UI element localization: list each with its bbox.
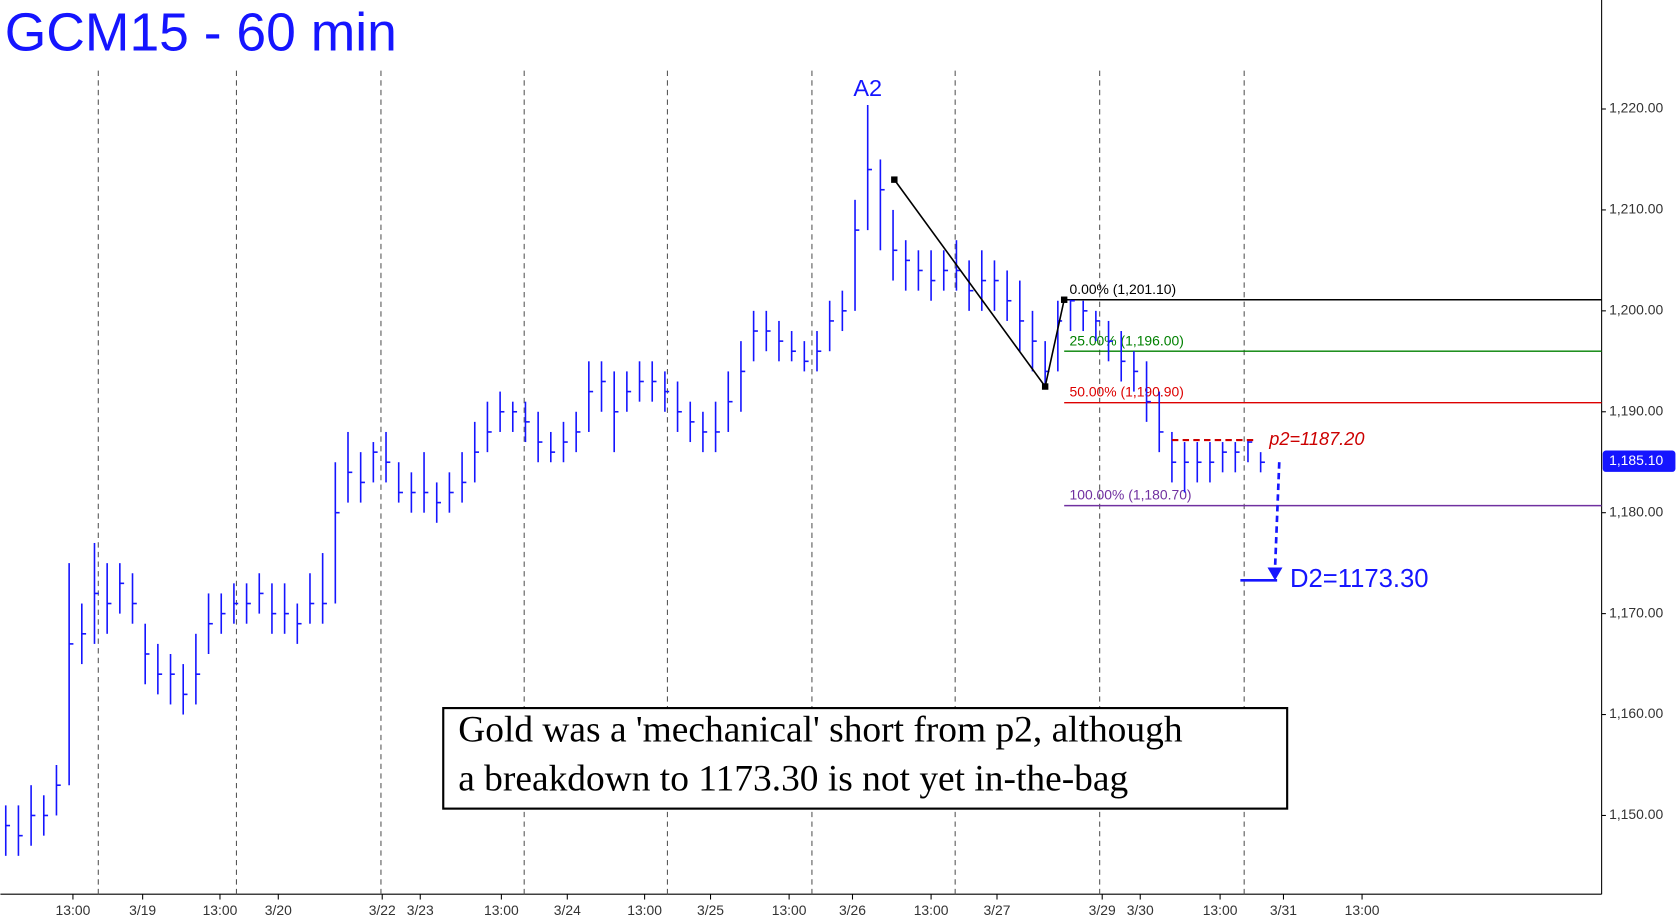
fib-label: 25.00% (1,196.00) xyxy=(1070,332,1184,348)
x-tick-label: 13:00 xyxy=(1345,902,1380,918)
annotation-line: Gold was a 'mechanical' short from p2, a… xyxy=(458,709,1183,750)
y-tick-label: 1,170.00 xyxy=(1609,604,1663,620)
y-tick-label: 1,190.00 xyxy=(1609,402,1663,418)
x-tick-label: 3/22 xyxy=(369,902,396,918)
x-tick-label: 13:00 xyxy=(203,902,238,918)
x-tick-label: 3/19 xyxy=(129,902,156,918)
x-tick-label: 3/29 xyxy=(1089,902,1116,918)
peak-label: A2 xyxy=(853,75,882,101)
x-tick-label: 3/20 xyxy=(265,902,292,918)
y-tick-label: 1,200.00 xyxy=(1609,302,1663,318)
x-tick-label: 3/31 xyxy=(1270,902,1297,918)
x-tick-label: 13:00 xyxy=(56,902,91,918)
last-price-box xyxy=(1602,450,1676,472)
y-tick-label: 1,150.00 xyxy=(1609,806,1663,822)
x-tick-label: 3/30 xyxy=(1127,902,1154,918)
x-tick-label: 13:00 xyxy=(772,902,807,918)
fib-label: 50.00% (1,190.90) xyxy=(1070,384,1184,400)
x-tick-label: 3/25 xyxy=(697,902,724,918)
d2-label: D2=1173.30 xyxy=(1290,565,1429,593)
d2-arrowhead xyxy=(1267,567,1283,581)
x-tick-label: 13:00 xyxy=(484,902,519,918)
plot: 1,150.00 1,160.00 1,170.00 1,180.00 1,190.00… xyxy=(4,70,1676,918)
x-tick-label: 3/27 xyxy=(983,902,1010,918)
p2-label: p2=1187.20 xyxy=(1268,429,1364,449)
x-tick-label: 3/23 xyxy=(407,902,434,918)
swing-point xyxy=(1041,383,1049,390)
swing-point xyxy=(1060,296,1068,303)
x-tick-label: 13:00 xyxy=(914,902,949,918)
x-tick-label: 13:00 xyxy=(627,902,662,918)
x-tick-label: 13:00 xyxy=(1203,902,1238,918)
last-price-label: 1,185.10 xyxy=(1609,452,1663,468)
fib-label: 0.00% (1,201.10) xyxy=(1070,281,1177,297)
y-tick-label: 1,180.00 xyxy=(1609,503,1663,519)
x-tick-label: 3/24 xyxy=(554,902,581,918)
annotation-line: a breakdown to 1173.30 is not yet in-the… xyxy=(458,758,1128,799)
d2-arrow xyxy=(1273,462,1281,570)
x-tick-label: 3/26 xyxy=(839,902,866,918)
fib-label: 100.00% (1,180.70) xyxy=(1070,487,1192,503)
y-tick-label: 1,160.00 xyxy=(1609,705,1663,721)
y-tick-label: 1,220.00 xyxy=(1609,100,1663,116)
swing-point xyxy=(891,176,898,183)
chart-title: GCM15 - 60 min xyxy=(5,3,397,62)
y-tick-label: 1,210.00 xyxy=(1609,201,1663,217)
annotation-box xyxy=(442,707,1289,810)
